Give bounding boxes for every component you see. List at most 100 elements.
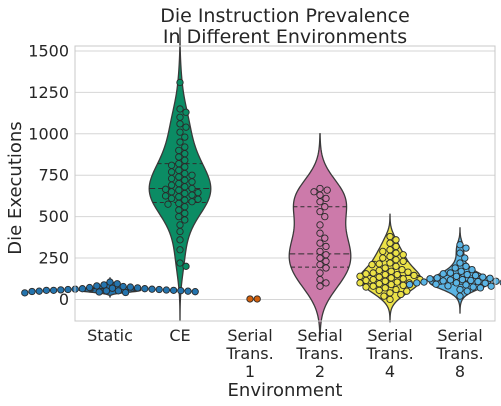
data-point	[444, 282, 452, 290]
data-point	[176, 221, 184, 229]
data-point	[321, 212, 329, 221]
data-point	[191, 288, 199, 296]
data-point	[369, 275, 377, 284]
data-point	[162, 286, 171, 294]
data-point	[176, 259, 184, 267]
grid-lines	[75, 50, 495, 300]
data-point	[393, 278, 401, 286]
data-point	[446, 276, 455, 284]
data-point	[356, 272, 364, 280]
x-tick-label-line: 8	[455, 362, 465, 381]
data-point	[181, 150, 189, 158]
x-tick-label-line: CE	[169, 326, 190, 345]
y-tick-label: 500	[38, 207, 69, 226]
data-point	[386, 239, 394, 247]
data-point	[181, 163, 189, 171]
data-point	[316, 198, 324, 206]
data-point	[188, 178, 196, 186]
violin-body	[288, 133, 352, 342]
data-point	[322, 264, 330, 272]
data-point	[322, 257, 330, 266]
data-point	[369, 269, 377, 277]
data-point	[456, 259, 464, 267]
data-point	[177, 287, 185, 295]
data-point	[386, 252, 394, 261]
data-point	[194, 195, 202, 203]
chart-title-line: Die Instruction Prevalence	[160, 5, 410, 27]
data-point	[452, 272, 461, 280]
data-point	[169, 286, 178, 294]
data-point	[362, 283, 370, 291]
data-point	[167, 188, 176, 196]
data-point	[182, 123, 190, 131]
data-point	[398, 265, 406, 274]
data-point	[167, 174, 176, 183]
data-point	[85, 283, 94, 292]
data-point	[164, 200, 172, 208]
data-point	[392, 242, 400, 251]
data-point	[167, 168, 176, 176]
data-point	[181, 156, 189, 164]
data-point	[102, 287, 111, 295]
data-point	[182, 108, 190, 116]
data-point	[194, 188, 202, 197]
data-point	[379, 254, 387, 262]
data-point	[392, 285, 400, 294]
data-point	[381, 264, 389, 272]
data-point	[181, 216, 189, 224]
data-point	[316, 191, 324, 199]
data-point	[462, 262, 470, 270]
data-point	[316, 275, 324, 284]
data-point	[175, 212, 183, 221]
data-point	[106, 278, 114, 286]
data-point	[362, 270, 370, 278]
data-point	[176, 128, 184, 136]
data-point	[420, 278, 428, 286]
data-point	[375, 260, 383, 268]
data-point	[392, 236, 400, 244]
data-point	[316, 208, 324, 216]
data-point	[188, 191, 196, 199]
x-tick-label-line: Serial	[297, 326, 342, 345]
data-point	[161, 192, 170, 200]
data-point	[64, 285, 72, 294]
data-point	[369, 282, 377, 290]
data-point	[35, 287, 43, 295]
data-point	[471, 271, 480, 280]
data-point	[182, 262, 190, 270]
data-point	[126, 283, 135, 291]
data-point	[397, 290, 405, 299]
data-point	[457, 267, 465, 275]
data-point	[181, 176, 189, 184]
chart-title-line: In Different Environments	[163, 26, 407, 48]
data-point	[176, 120, 184, 128]
data-point	[380, 292, 388, 300]
data-point	[405, 280, 414, 289]
x-tick-label-line: 1	[245, 362, 255, 381]
data-point	[148, 285, 156, 293]
data-point	[316, 269, 324, 277]
data-point	[399, 281, 407, 290]
data-point	[381, 277, 389, 285]
data-point	[316, 261, 324, 269]
data-point	[321, 234, 329, 242]
data-point	[181, 133, 189, 141]
data-point	[78, 285, 87, 293]
violins	[78, 27, 492, 342]
swarm-points	[21, 78, 501, 304]
data-point	[468, 265, 476, 274]
data-point	[387, 280, 395, 289]
x-tick-label-line: 2	[315, 362, 325, 381]
data-point	[57, 286, 65, 294]
data-point	[456, 285, 464, 294]
data-point	[476, 284, 485, 292]
data-point	[42, 286, 51, 294]
data-point	[381, 284, 389, 292]
data-point	[175, 173, 183, 181]
data-point	[175, 186, 183, 194]
data-point	[322, 251, 330, 259]
data-point	[141, 285, 149, 293]
data-point	[188, 171, 196, 179]
data-point	[121, 288, 130, 297]
